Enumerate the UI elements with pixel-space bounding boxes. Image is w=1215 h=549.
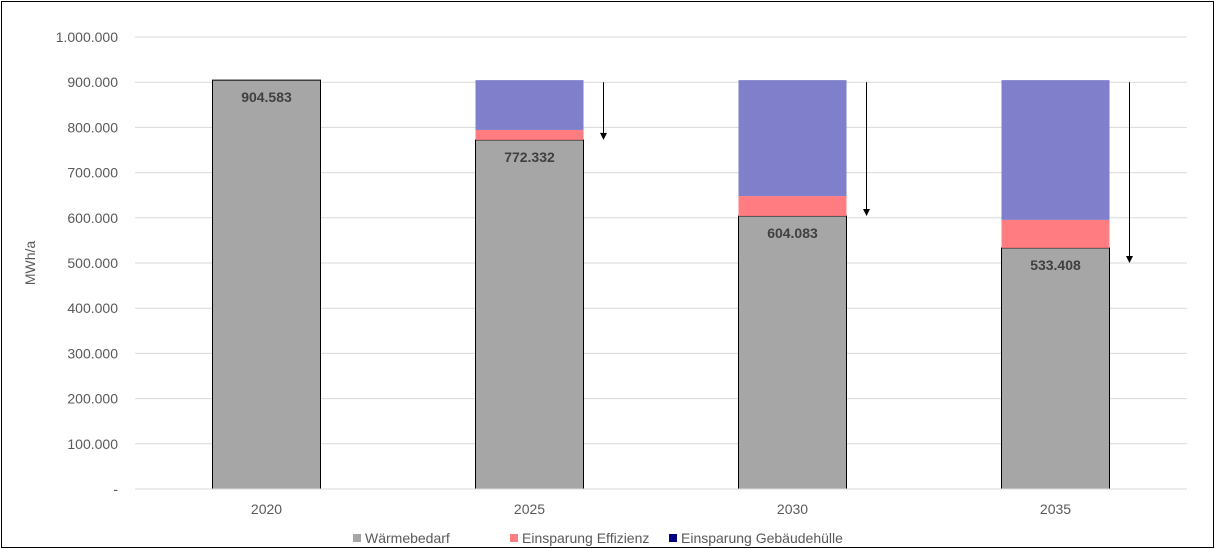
y-tick-label: - [113,481,118,497]
data-label: 904.583 [241,89,292,105]
legend-swatch [669,534,677,542]
y-tick-label: 100.000 [67,436,118,452]
arrow-2035 [1126,82,1133,263]
y-tick-label: 1.000.000 [56,29,118,45]
bar-2025-series-1 [475,129,584,140]
bar-2030-series-2 [738,80,847,197]
y-tick-label: 800.000 [67,119,118,135]
bar-2020-series-0 [212,79,321,490]
legend-label: Wärmebedarf [365,530,450,546]
legend-label: Einsparung Effizienz [522,530,649,546]
y-tick-label: 400.000 [67,300,118,316]
y-axis: - 100.000 200.000 300.000 400.000 500.000 600.… [56,29,119,497]
y-tick-label: 600.000 [67,210,118,226]
data-labels: 904.583 772.332 604.083 533.408 [241,89,1081,273]
bar-2025-series-0 [475,139,584,490]
bar-2025-series-2 [475,80,584,130]
legend-item: Wärmebedarf [353,530,450,546]
bar-2035-series-1 [1001,219,1110,248]
x-tick-label: 2020 [251,501,282,517]
bar-2030-series-0 [738,215,847,490]
y-tick-label: 700.000 [67,165,118,181]
y-tick-label: 300.000 [67,345,118,361]
data-label: 772.332 [504,149,555,165]
bar-2035-series-0 [1001,247,1110,490]
bar-2035-series-2 [1001,80,1110,220]
x-tick-label: 2030 [777,501,808,517]
x-tick-label: 2035 [1040,501,1071,517]
y-tick-label: 200.000 [67,391,118,407]
legend-item: Einsparung Effizienz [510,530,649,546]
arrow-2025 [600,82,607,140]
y-axis-label: MWh/a [22,241,38,286]
bar-2030-series-1 [738,196,847,216]
legend-label: Einsparung Gebäudehülle [681,530,843,546]
legend-swatch [353,534,361,542]
legend: Wärmebedarf Einsparung Effizienz Einsparun… [353,530,843,546]
x-tick-label: 2025 [514,501,545,517]
legend-item: Einsparung Gebäudehülle [669,530,843,546]
x-axis: 2020 2025 2030 2035 [135,488,1187,517]
arrow-2030 [863,82,870,216]
legend-swatch [510,534,518,542]
bars [212,79,1110,490]
data-label: 533.408 [1030,257,1081,273]
y-tick-label: 500.000 [67,255,118,271]
y-tick-label: 900.000 [67,74,118,90]
data-label: 604.083 [767,225,818,241]
savings-arrows [600,82,1133,263]
